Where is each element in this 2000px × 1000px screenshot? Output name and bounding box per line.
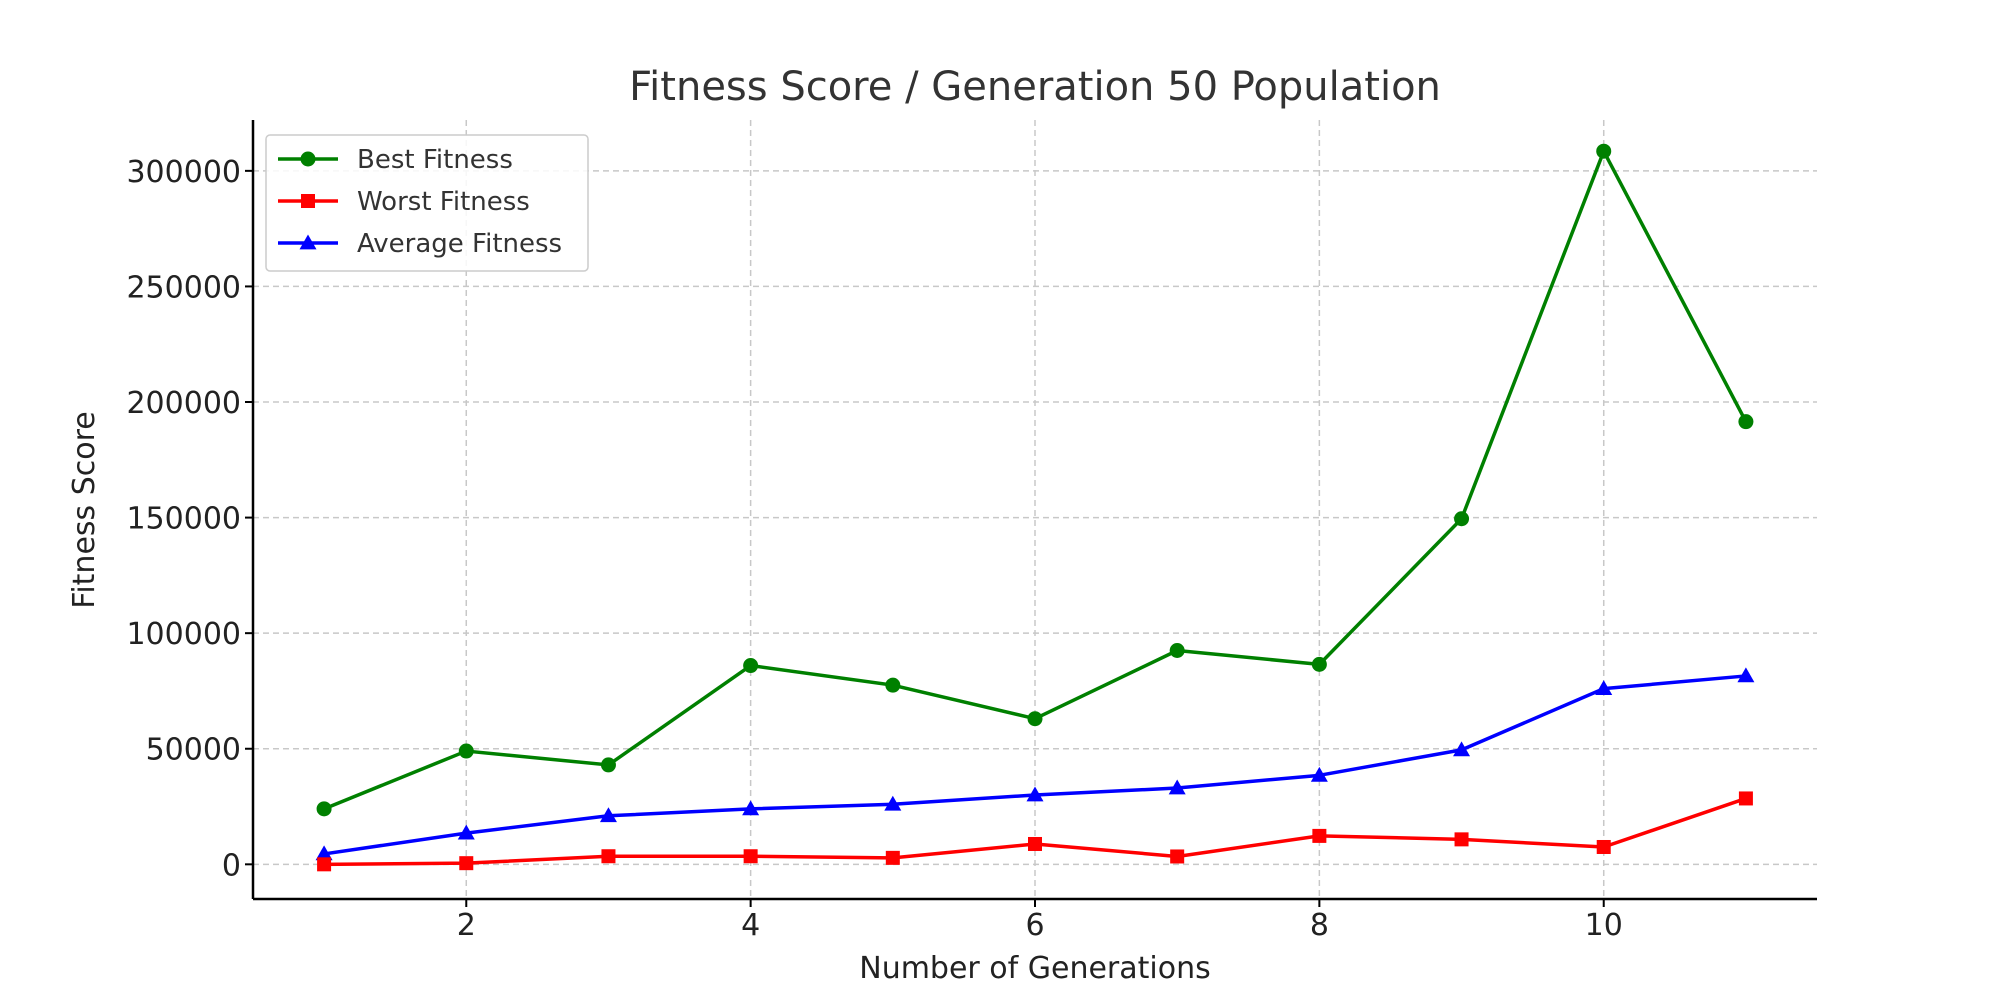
best-fitness-point xyxy=(1311,656,1327,672)
series-worst-fitness xyxy=(317,791,1753,872)
average-fitness-point xyxy=(1026,786,1044,802)
legend-item-average-fitness: Average Fitness xyxy=(278,229,562,259)
x-tick-label: 2 xyxy=(457,908,476,943)
legend-item-worst-fitness: Worst Fitness xyxy=(278,187,530,217)
worst-fitness-point xyxy=(885,850,900,865)
series-layer xyxy=(315,143,1755,872)
worst-fitness-point xyxy=(1738,791,1753,806)
average-fitness-point xyxy=(884,795,902,811)
worst-fitness-point xyxy=(459,856,474,871)
best-fitness-point xyxy=(885,677,901,693)
legend-swatch-marker xyxy=(301,194,315,208)
x-axis-label: Number of Generations xyxy=(859,951,1211,986)
worst-fitness-point xyxy=(1454,832,1469,847)
best-fitness-point xyxy=(458,743,474,759)
best-fitness-point xyxy=(1169,643,1185,659)
average-fitness-point xyxy=(1595,680,1613,696)
worst-fitness-point xyxy=(1312,828,1327,843)
worst-fitness-point xyxy=(1596,839,1611,854)
y-tick-label: 200000 xyxy=(126,386,241,421)
y-tick-label: 100000 xyxy=(126,617,241,652)
worst-fitness-point xyxy=(743,849,758,864)
average-fitness-point xyxy=(742,800,760,816)
average-fitness-point xyxy=(457,824,475,840)
x-tick-label: 6 xyxy=(1025,908,1044,943)
legend-item-best-fitness: Best Fitness xyxy=(278,145,513,175)
y-tick-label: 150000 xyxy=(126,502,241,537)
x-tick-label: 10 xyxy=(1585,908,1623,943)
best-fitness-point xyxy=(1454,511,1470,527)
average-fitness-point xyxy=(1310,766,1328,782)
best-fitness-point xyxy=(1738,414,1754,430)
series-best-fitness xyxy=(316,143,1754,817)
legend-label: Worst Fitness xyxy=(357,187,530,217)
series-average-fitness xyxy=(315,667,1755,861)
x-tick-label: 8 xyxy=(1310,908,1329,943)
average-fitness-point xyxy=(1453,741,1471,757)
y-ticks: 0 50000 100000 150000 200000 250000 300000 xyxy=(126,155,253,883)
y-tick-label: 250000 xyxy=(126,270,241,305)
best-fitness-point xyxy=(1596,143,1612,159)
legend-swatch-marker xyxy=(299,234,317,250)
x-ticks: 2 4 6 8 10 xyxy=(457,899,1623,943)
y-tick-label: 50000 xyxy=(146,733,241,768)
best-fitness-point xyxy=(316,801,332,817)
legend-label: Best Fitness xyxy=(357,145,513,175)
y-axis-label: Fitness Score xyxy=(67,411,102,608)
worst-fitness-point xyxy=(317,857,332,872)
best-fitness-point xyxy=(1027,711,1043,727)
average-fitness-point xyxy=(599,807,617,823)
average-fitness-point xyxy=(1737,667,1755,683)
legend-label: Average Fitness xyxy=(357,229,562,259)
y-tick-label: 0 xyxy=(222,848,241,883)
best-fitness-point xyxy=(600,757,616,773)
worst-fitness-point xyxy=(1170,849,1185,864)
x-tick-label: 4 xyxy=(741,908,760,943)
legend-box xyxy=(265,134,589,272)
best-fitness-point xyxy=(743,658,759,674)
average-fitness-point xyxy=(315,845,333,861)
chart-title: Fitness Score / Generation 50 Population xyxy=(629,64,1441,110)
worst-fitness-point xyxy=(601,849,616,864)
legend-swatch-marker xyxy=(300,151,316,167)
worst-fitness-point xyxy=(1028,836,1042,851)
legend: Best Fitness Worst Fitness Average Fitness xyxy=(265,134,589,272)
average-fitness-point xyxy=(1168,779,1186,795)
y-tick-label: 300000 xyxy=(126,155,241,190)
